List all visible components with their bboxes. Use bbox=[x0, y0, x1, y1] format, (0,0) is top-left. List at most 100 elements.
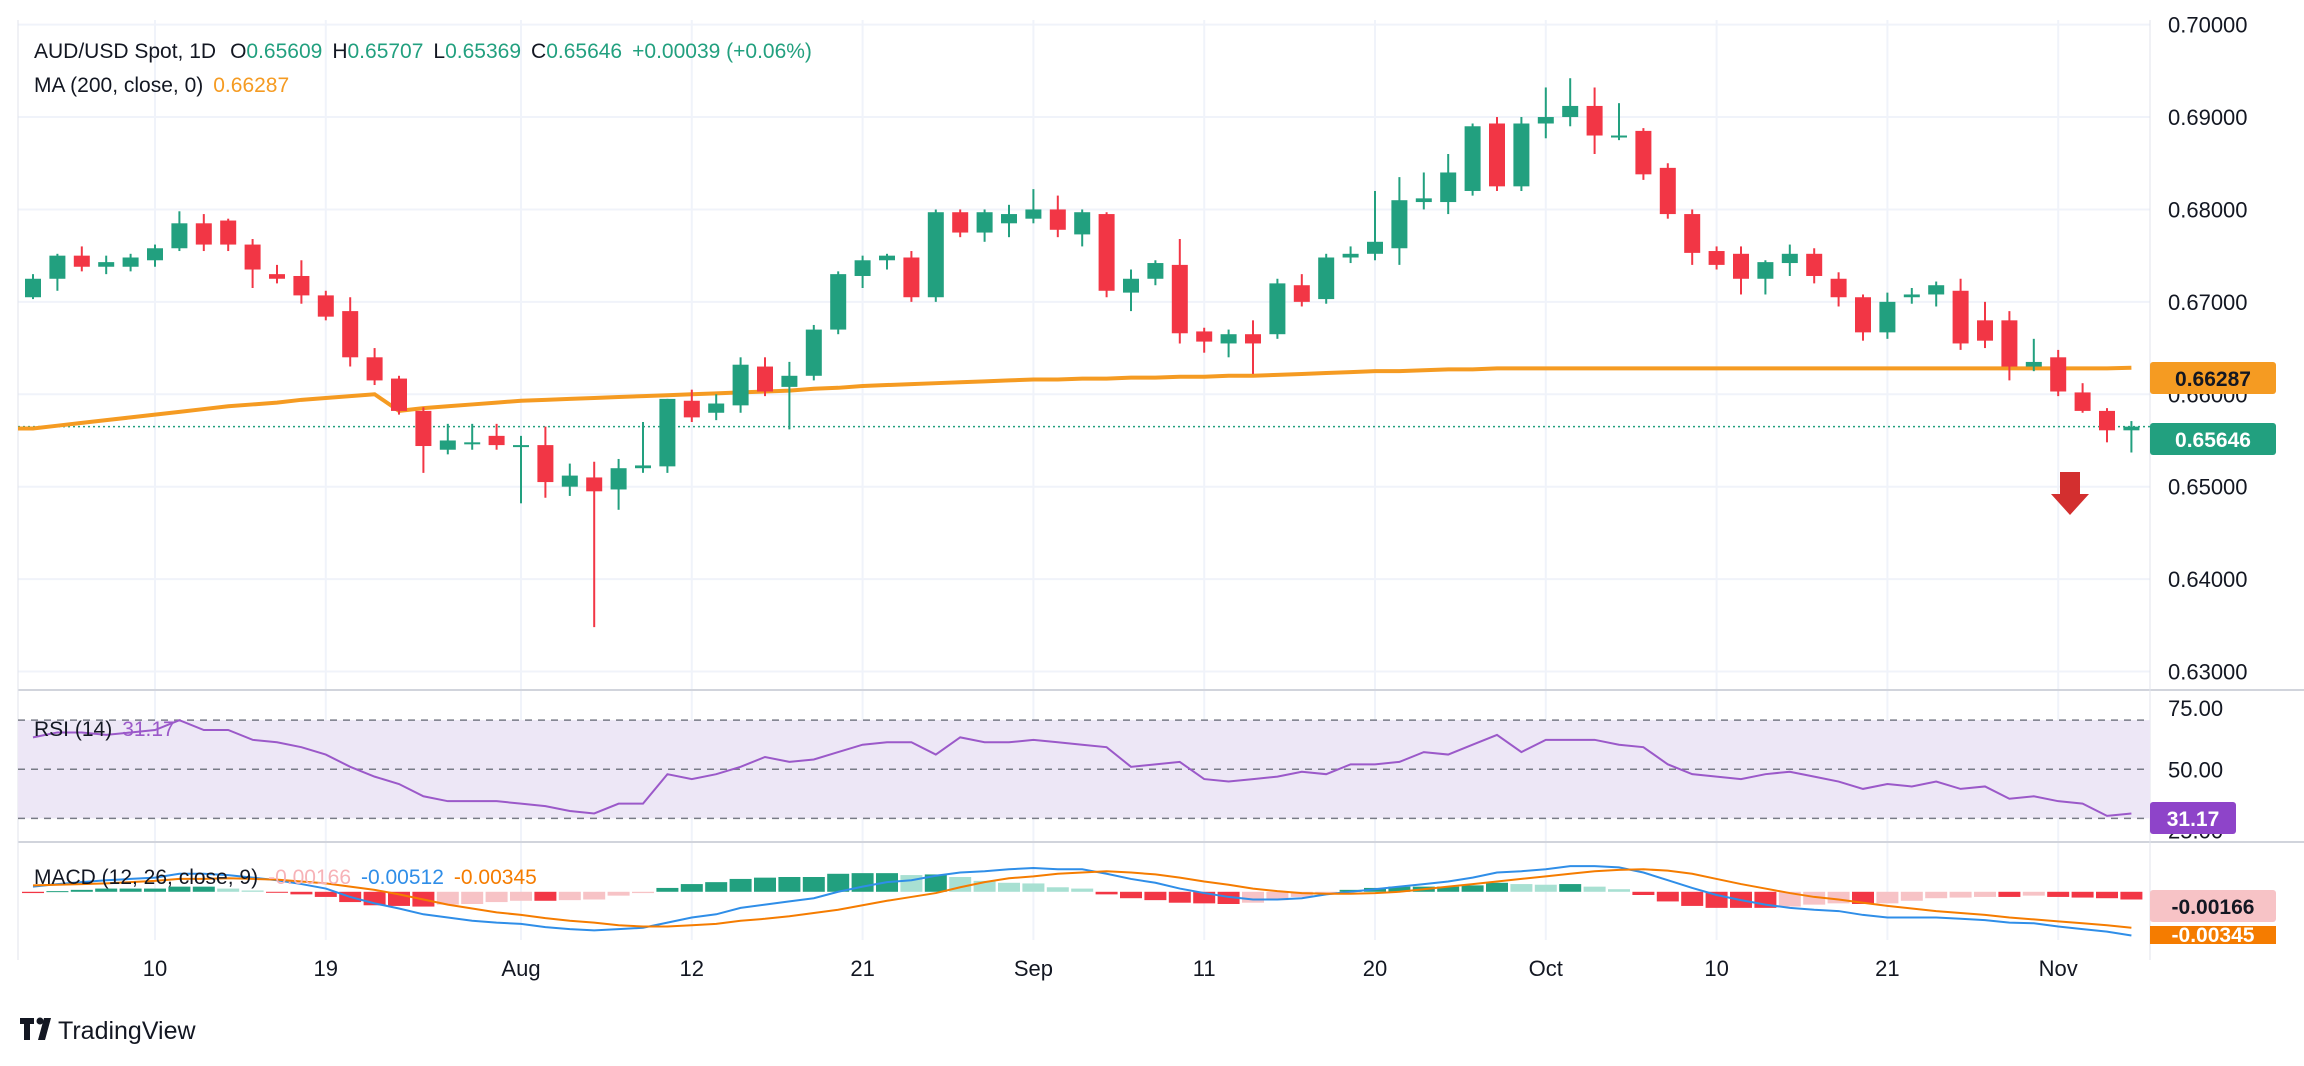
close-value: 0.65646 bbox=[546, 40, 622, 63]
candle-body bbox=[1537, 117, 1554, 124]
candle-body bbox=[1635, 130, 1652, 175]
last-badge-text: 0.65646 bbox=[2175, 429, 2251, 452]
candle-body bbox=[927, 212, 944, 298]
candle-body bbox=[1196, 331, 1213, 342]
candle bbox=[1171, 239, 1188, 344]
candle bbox=[1196, 327, 1213, 353]
candle bbox=[1440, 154, 1457, 215]
candle-body bbox=[98, 262, 115, 267]
candle bbox=[269, 264, 285, 284]
candle bbox=[2025, 338, 2042, 372]
macd-histogram-bar bbox=[1681, 891, 1704, 906]
candle-body bbox=[1342, 253, 1359, 258]
candle-body bbox=[1855, 297, 1871, 333]
candle bbox=[220, 218, 237, 252]
legend-line-1: AUD/USD Spot, 1D O0.65609 H0.65707 L0.65369… bbox=[34, 40, 812, 63]
macd-line-value: -0.00512 bbox=[361, 866, 444, 889]
candle bbox=[2050, 349, 2067, 397]
macd-line bbox=[32, 865, 2132, 937]
candle bbox=[561, 463, 578, 496]
macd-histogram-bar bbox=[1925, 891, 1948, 899]
rsi-badge-bg bbox=[2150, 802, 2236, 834]
macd-histogram-bar bbox=[2022, 891, 2045, 896]
candle-body bbox=[1269, 283, 1286, 335]
candle bbox=[610, 458, 627, 510]
macd-histogram-bar bbox=[1900, 891, 1923, 901]
macd-histogram-bar bbox=[1120, 891, 1142, 899]
macd-pane bbox=[22, 865, 2143, 937]
candle-body bbox=[1879, 301, 1896, 333]
macd-hist-badge-bg bbox=[2150, 890, 2276, 922]
macd-histogram-bar bbox=[1437, 886, 1460, 892]
candle-body bbox=[1025, 209, 1042, 219]
macd-histogram-bar bbox=[1168, 891, 1191, 903]
candle bbox=[1293, 274, 1310, 307]
x-tick-label: Sep bbox=[1014, 956, 1053, 981]
macd-histogram-bar bbox=[2047, 891, 2070, 897]
y-tick-label: 0.68000 bbox=[2168, 197, 2248, 222]
y-tick-label: 0.67000 bbox=[2168, 290, 2248, 315]
ma200-line bbox=[18, 365, 2132, 431]
y-tick-label: 0.70000 bbox=[2168, 13, 2248, 38]
candle-body bbox=[1513, 123, 1530, 187]
candle-body bbox=[635, 465, 651, 469]
candle bbox=[1415, 172, 1432, 210]
macd-histogram-bar bbox=[241, 890, 264, 892]
candle-body bbox=[1586, 105, 1603, 136]
macd-histogram-bar bbox=[1193, 891, 1216, 904]
macd-hist-value: -0.00166 bbox=[268, 866, 351, 889]
macd-histogram-bar bbox=[1876, 891, 1899, 904]
macd-histogram-bar bbox=[1388, 886, 1411, 892]
candle bbox=[49, 253, 66, 291]
candle-body bbox=[317, 295, 334, 317]
brand-name: TradingView bbox=[58, 1017, 197, 1045]
arrow-head bbox=[2051, 494, 2089, 515]
candle-body bbox=[757, 366, 773, 392]
candle-body bbox=[415, 410, 432, 447]
change-value: +0.00039 (+0.06%) bbox=[632, 40, 812, 63]
candle bbox=[830, 271, 847, 335]
candle bbox=[1903, 288, 1920, 304]
macd-histogram-bar bbox=[22, 891, 44, 894]
signal-line bbox=[32, 868, 2132, 929]
candle bbox=[1855, 294, 1871, 341]
macd-histogram-bar bbox=[144, 888, 166, 892]
candle bbox=[317, 290, 334, 321]
x-tick-label: Aug bbox=[501, 956, 540, 981]
ma-price-badge: 0.66287 bbox=[2150, 362, 2276, 394]
candle bbox=[927, 209, 944, 302]
macd-histogram-bar bbox=[217, 888, 240, 892]
macd-signal-value: -0.00345 bbox=[454, 866, 537, 889]
candle bbox=[98, 255, 115, 275]
macd-histogram-bar bbox=[778, 877, 801, 892]
candle-body bbox=[1659, 167, 1676, 215]
macd-histogram-bar bbox=[290, 891, 313, 895]
tv-logo-icon bbox=[20, 1017, 51, 1040]
macd-histogram-bar bbox=[1095, 891, 1118, 895]
macd-histogram-bar bbox=[510, 891, 532, 901]
candle-body bbox=[293, 275, 310, 296]
candle bbox=[439, 423, 456, 455]
candle bbox=[1049, 195, 1066, 238]
macd-label: MACD (12, 26, close, 9) bbox=[34, 866, 258, 889]
tradingview-logo: TradingView bbox=[20, 1017, 197, 1045]
candle bbox=[1318, 253, 1335, 304]
macd-histogram-bar bbox=[705, 882, 728, 892]
candle-body bbox=[561, 475, 578, 487]
macd-histogram-bar bbox=[900, 875, 923, 892]
candle bbox=[586, 461, 603, 628]
macd-histogram-bar bbox=[1852, 891, 1874, 904]
candle-body bbox=[1952, 290, 1969, 344]
candle-body bbox=[73, 255, 90, 267]
candle-body bbox=[586, 477, 603, 492]
candle bbox=[1123, 269, 1139, 312]
macd-histogram-bar bbox=[802, 877, 825, 892]
candle bbox=[1245, 320, 1261, 374]
candle-body bbox=[1757, 262, 1774, 279]
candle bbox=[244, 239, 261, 288]
candle-body bbox=[1074, 212, 1091, 235]
candle-body bbox=[1684, 214, 1701, 253]
macd-histogram-bar bbox=[973, 880, 996, 892]
candle-body bbox=[610, 468, 627, 490]
